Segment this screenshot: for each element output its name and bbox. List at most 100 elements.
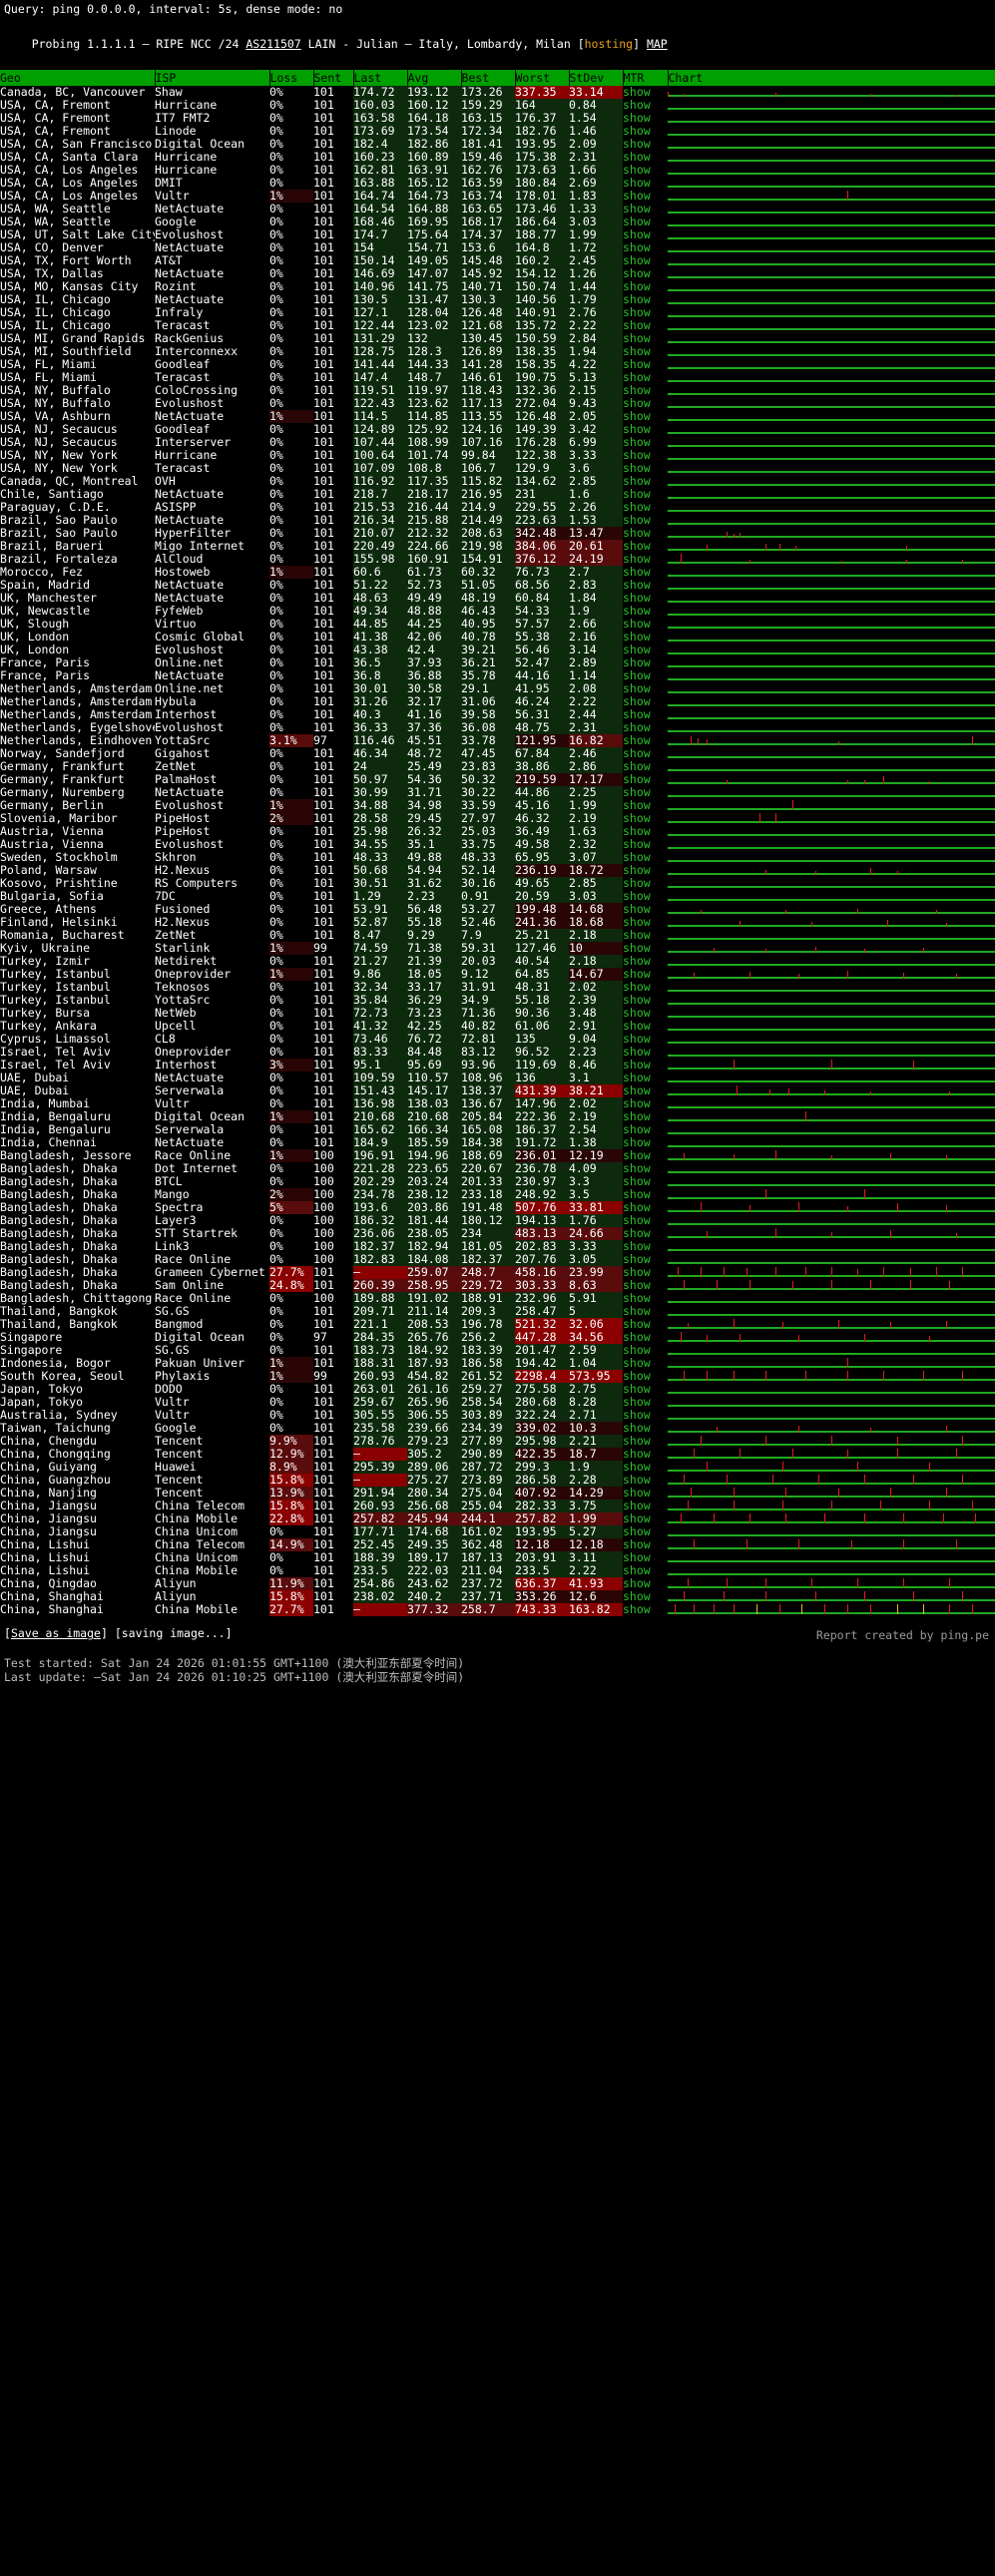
mtr-show-link[interactable]: show [623,747,668,760]
mtr-show-link[interactable]: show [623,1512,668,1525]
mtr-show-link[interactable]: show [623,332,668,345]
column-header-chart[interactable]: Chart [668,70,995,86]
mtr-show-link[interactable]: show [623,1136,668,1149]
mtr-show-link[interactable]: show [623,656,668,669]
mtr-show-link[interactable]: show [623,1487,668,1500]
mtr-show-link[interactable]: show [623,475,668,488]
mtr-show-link[interactable]: show [623,1097,668,1110]
mtr-show-link[interactable]: show [623,644,668,656]
mtr-show-link[interactable]: show [623,527,668,540]
map-link[interactable]: MAP [647,37,668,51]
mtr-show-link[interactable]: show [623,579,668,592]
mtr-show-link[interactable]: show [623,890,668,903]
column-header-sent[interactable]: Sent [313,70,353,86]
mtr-show-link[interactable]: show [623,1590,668,1603]
mtr-show-link[interactable]: show [623,721,668,734]
mtr-show-link[interactable]: show [623,280,668,293]
mtr-show-link[interactable]: show [623,397,668,410]
mtr-show-link[interactable]: show [623,540,668,553]
mtr-show-link[interactable]: show [623,384,668,397]
mtr-show-link[interactable]: show [623,1448,668,1461]
save-as-image-link[interactable]: Save as image [11,1626,101,1640]
column-header-avg[interactable]: Avg [407,70,461,86]
mtr-show-link[interactable]: show [623,838,668,851]
mtr-show-link[interactable]: show [623,916,668,929]
mtr-show-link[interactable]: show [623,994,668,1007]
mtr-show-link[interactable]: show [623,929,668,942]
mtr-show-link[interactable]: show [623,1201,668,1214]
mtr-show-link[interactable]: show [623,981,668,994]
mtr-show-link[interactable]: show [623,708,668,721]
column-header-isp[interactable]: ISP [155,70,269,86]
mtr-show-link[interactable]: show [623,436,668,449]
mtr-show-link[interactable]: show [623,1538,668,1551]
mtr-show-link[interactable]: show [623,592,668,605]
mtr-show-link[interactable]: show [623,566,668,579]
mtr-show-link[interactable]: show [623,1577,668,1590]
mtr-show-link[interactable]: show [623,631,668,644]
mtr-show-link[interactable]: show [623,345,668,358]
mtr-show-link[interactable]: show [623,903,668,916]
mtr-show-link[interactable]: show [623,955,668,968]
mtr-show-link[interactable]: show [623,462,668,475]
mtr-show-link[interactable]: show [623,1500,668,1512]
mtr-show-link[interactable]: show [623,514,668,527]
mtr-show-link[interactable]: show [623,799,668,812]
mtr-show-link[interactable]: show [623,605,668,618]
mtr-show-link[interactable]: show [623,773,668,786]
mtr-show-link[interactable]: show [623,1396,668,1409]
mtr-show-link[interactable]: show [623,968,668,981]
mtr-show-link[interactable]: show [623,86,668,99]
mtr-show-link[interactable]: show [623,112,668,125]
mtr-show-link[interactable]: show [623,1084,668,1097]
mtr-show-link[interactable]: show [623,1357,668,1370]
mtr-show-link[interactable]: show [623,1525,668,1538]
mtr-show-link[interactable]: show [623,423,668,436]
mtr-show-link[interactable]: show [623,1072,668,1084]
mtr-show-link[interactable]: show [623,125,668,138]
mtr-show-link[interactable]: show [623,1564,668,1577]
mtr-show-link[interactable]: show [623,1279,668,1292]
mtr-show-link[interactable]: show [623,1551,668,1564]
column-header-best[interactable]: Best [461,70,515,86]
mtr-show-link[interactable]: show [623,177,668,190]
mtr-show-link[interactable]: show [623,267,668,280]
mtr-show-link[interactable]: show [623,1046,668,1059]
mtr-show-link[interactable]: show [623,449,668,462]
mtr-show-link[interactable]: show [623,1020,668,1033]
mtr-show-link[interactable]: show [623,734,668,747]
mtr-show-link[interactable]: show [623,1227,668,1240]
mtr-show-link[interactable]: show [623,488,668,501]
mtr-show-link[interactable]: show [623,1344,668,1357]
mtr-show-link[interactable]: show [623,1422,668,1435]
mtr-show-link[interactable]: show [623,1214,668,1227]
mtr-show-link[interactable]: show [623,254,668,267]
column-header-last[interactable]: Last [353,70,407,86]
mtr-show-link[interactable]: show [623,410,668,423]
mtr-show-link[interactable]: show [623,190,668,203]
mtr-show-link[interactable]: show [623,371,668,384]
mtr-show-link[interactable]: show [623,669,668,682]
mtr-show-link[interactable]: show [623,1292,668,1305]
mtr-show-link[interactable]: show [623,825,668,838]
mtr-show-link[interactable]: show [623,1059,668,1072]
mtr-show-link[interactable]: show [623,682,668,695]
mtr-show-link[interactable]: show [623,228,668,241]
mtr-show-link[interactable]: show [623,1253,668,1266]
column-header-geo[interactable]: Geo [0,70,155,86]
mtr-show-link[interactable]: show [623,1266,668,1279]
mtr-show-link[interactable]: show [623,1162,668,1175]
column-header-mtr[interactable]: MTR [623,70,668,86]
mtr-show-link[interactable]: show [623,1149,668,1162]
mtr-show-link[interactable]: show [623,1474,668,1487]
mtr-show-link[interactable]: show [623,812,668,825]
mtr-show-link[interactable]: show [623,1409,668,1422]
mtr-show-link[interactable]: show [623,851,668,864]
column-header-loss[interactable]: Loss [269,70,313,86]
mtr-show-link[interactable]: show [623,1461,668,1474]
mtr-show-link[interactable]: show [623,618,668,631]
mtr-show-link[interactable]: show [623,1123,668,1136]
mtr-show-link[interactable]: show [623,864,668,877]
mtr-show-link[interactable]: show [623,1175,668,1188]
mtr-show-link[interactable]: show [623,1110,668,1123]
